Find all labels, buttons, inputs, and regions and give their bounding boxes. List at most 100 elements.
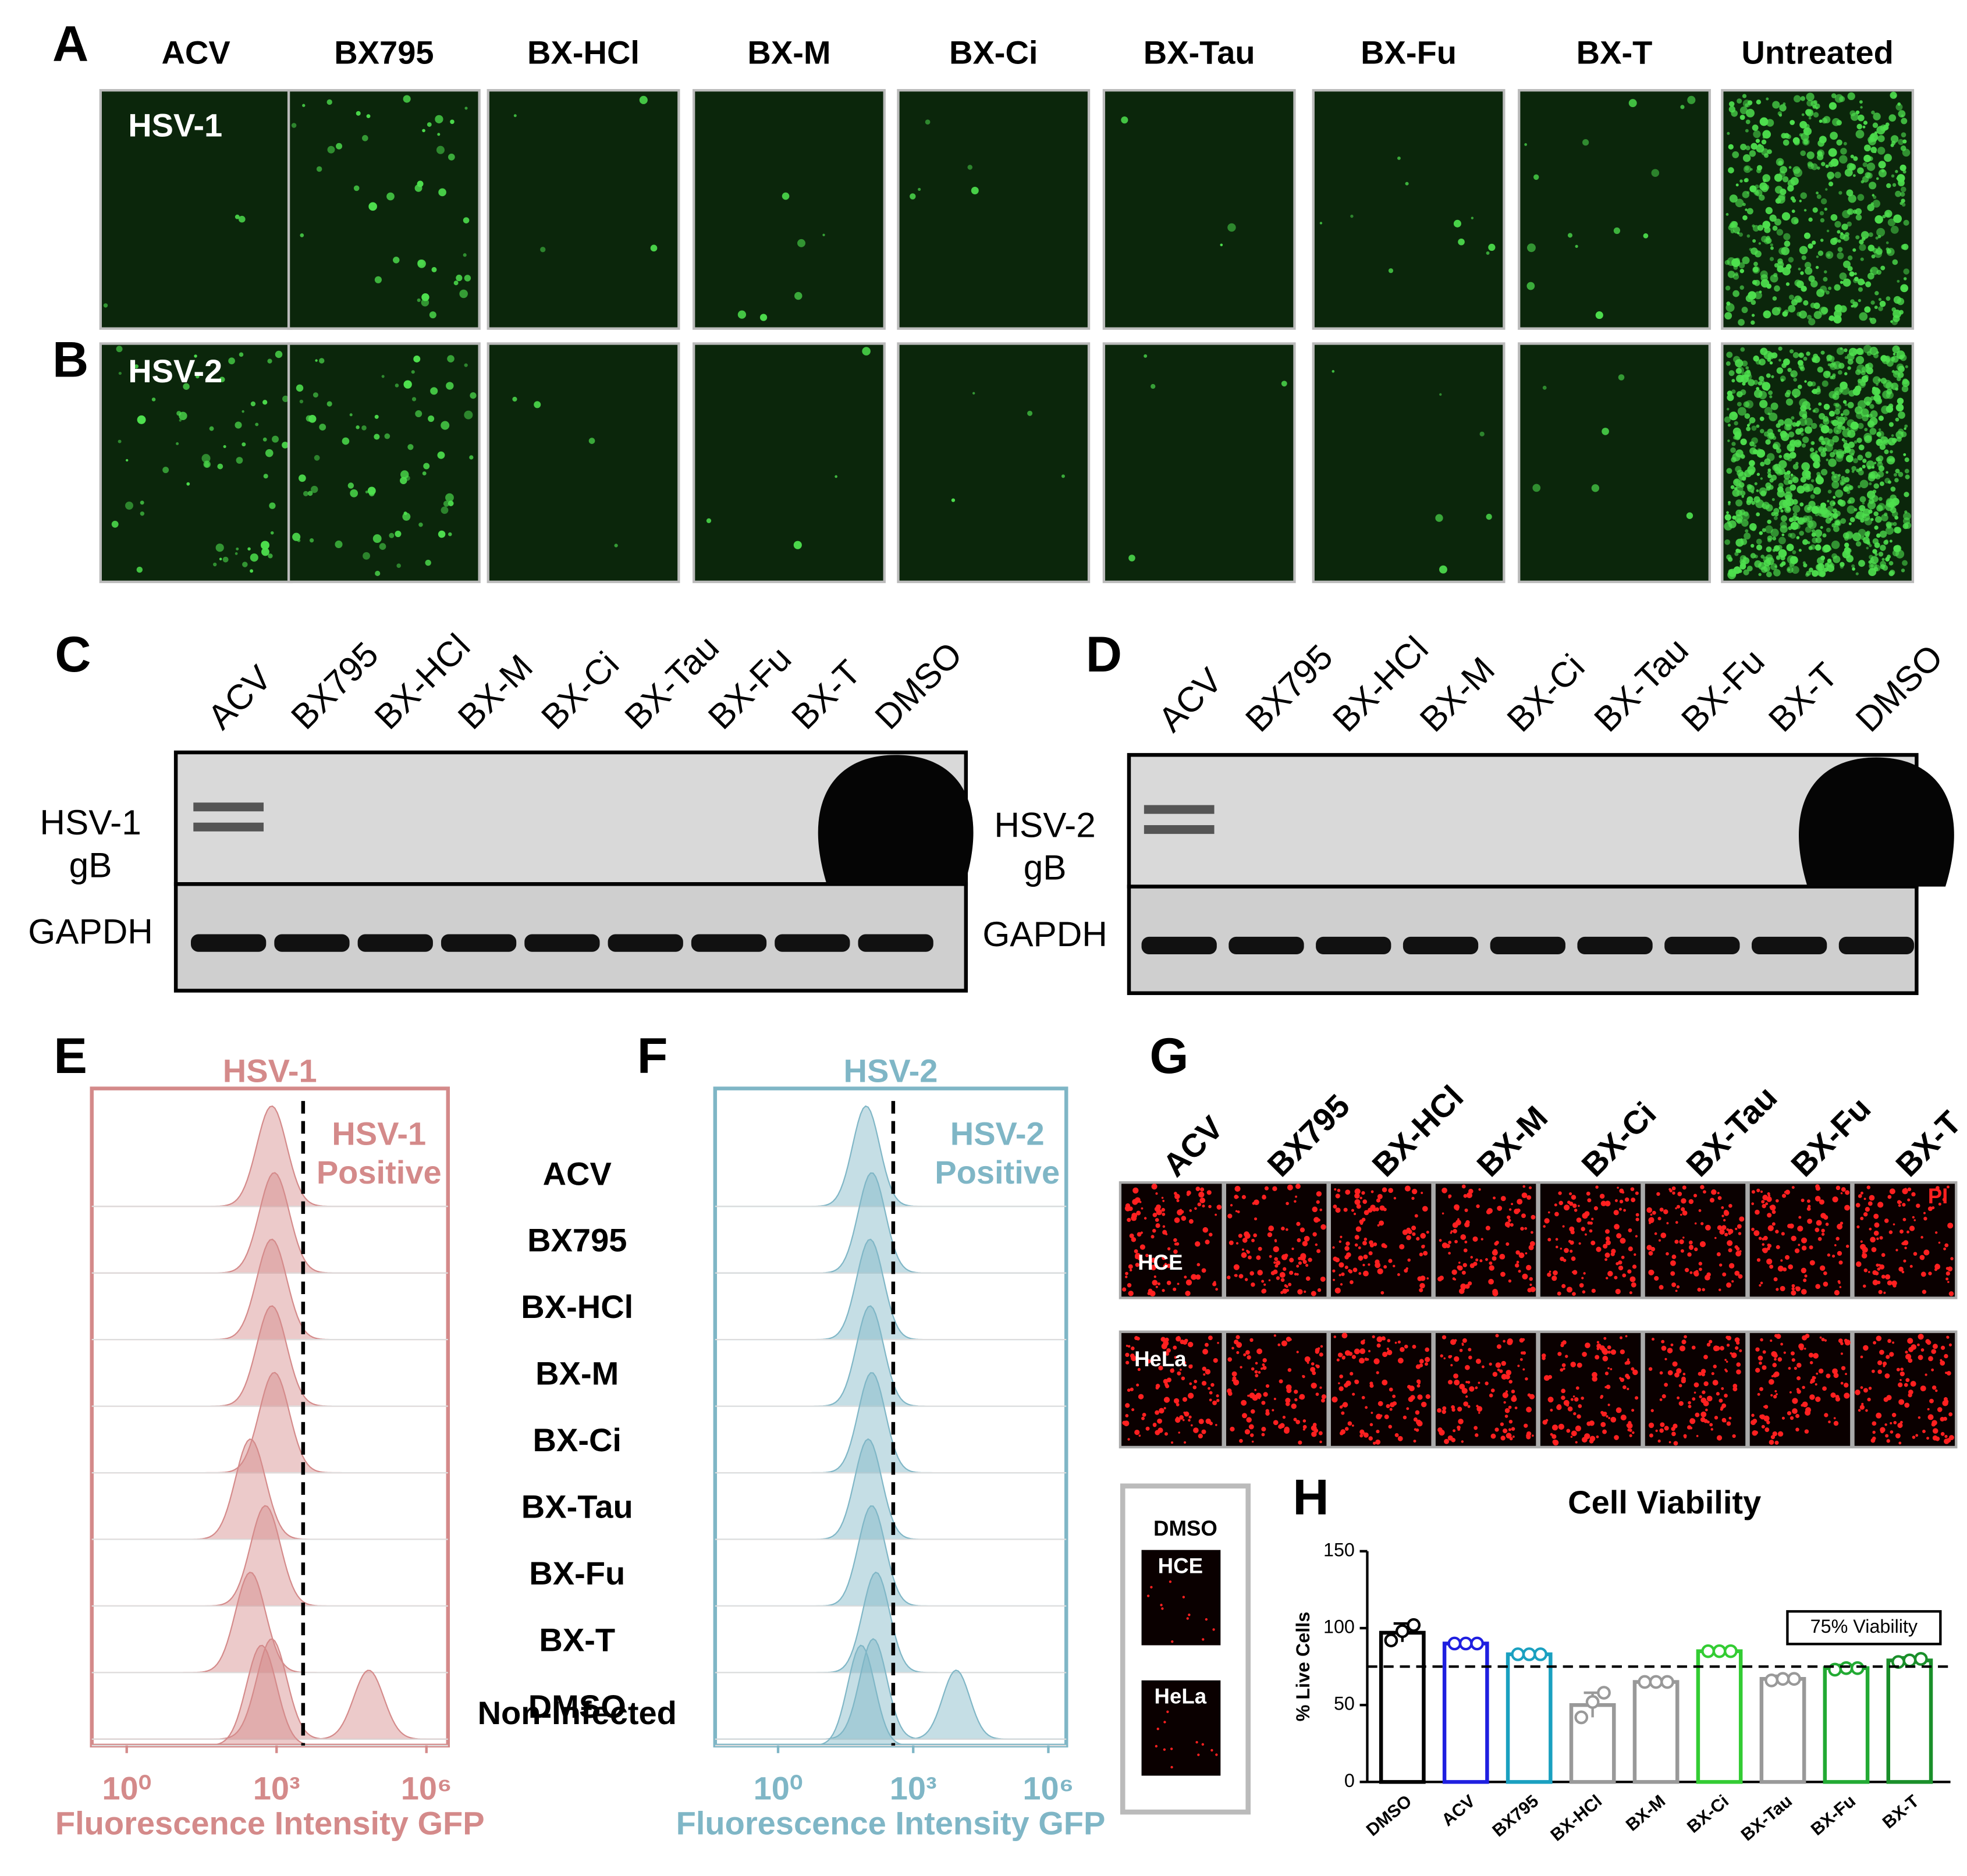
cell-signal <box>1261 1289 1266 1294</box>
cell-signal <box>1873 353 1879 358</box>
cell-signal <box>1893 1223 1895 1225</box>
cell-signal <box>1208 1387 1210 1390</box>
cell-signal <box>1780 521 1787 529</box>
cell-signal <box>1855 235 1860 240</box>
cell-signal <box>1865 1409 1868 1412</box>
blot-label: gB <box>1024 848 1067 887</box>
cell-signal <box>1862 1246 1868 1253</box>
cell-signal <box>1614 1199 1618 1202</box>
cell-signal <box>1780 515 1788 522</box>
cell-signal <box>176 411 182 416</box>
cell-signal <box>1573 1412 1577 1416</box>
cell-signal <box>1462 1263 1467 1267</box>
cell-signal <box>1783 478 1791 485</box>
cell-signal <box>1812 207 1818 213</box>
cell-signal <box>1828 161 1834 168</box>
cell-signal <box>1778 499 1788 509</box>
cell-signal <box>1342 1402 1348 1408</box>
cell-signal <box>1397 1273 1400 1276</box>
cell-signal <box>441 421 450 430</box>
x-tick-label: 10⁶ <box>1022 1770 1074 1806</box>
cell-signal <box>1766 453 1775 461</box>
cell-signal <box>1485 1225 1490 1231</box>
cell-signal <box>1698 1372 1702 1376</box>
cell-signal <box>1833 496 1836 499</box>
cell-signal <box>1405 182 1409 186</box>
cell-signal <box>1616 1233 1622 1239</box>
cell-signal <box>1756 424 1760 428</box>
cell-signal <box>1526 1195 1532 1200</box>
micrograph <box>1328 1181 1434 1299</box>
cell-signal <box>1823 403 1830 410</box>
cell-signal <box>1268 1279 1271 1281</box>
cell-signal <box>1407 1258 1411 1262</box>
column-label: BX-HCl <box>527 34 640 71</box>
cell-signal <box>1475 1433 1479 1437</box>
cell-signal <box>1755 184 1759 189</box>
cell-signal <box>1623 1209 1626 1212</box>
cell-signal <box>1714 1416 1719 1420</box>
cell-signal <box>1863 1345 1869 1351</box>
cell-signal <box>1827 500 1830 503</box>
cell-signal <box>1555 1245 1558 1249</box>
cell-signal <box>140 500 144 505</box>
cell-signal <box>1756 538 1762 545</box>
cell-signal <box>1618 1207 1622 1211</box>
cell-signal <box>1296 1273 1299 1276</box>
cell-signal <box>1237 1210 1240 1213</box>
cell-signal <box>1891 434 1894 437</box>
y-tick-label: 0 <box>1344 1770 1355 1791</box>
column-label: ACV <box>161 34 230 71</box>
cell-signal <box>1674 1372 1680 1378</box>
cell-signal <box>1904 510 1908 514</box>
cell-signal <box>1853 156 1858 161</box>
cell-signal <box>375 570 381 577</box>
cell-signal <box>1895 387 1899 391</box>
cell-signal <box>1948 1343 1952 1346</box>
cell-signal <box>1804 380 1807 383</box>
cell-signal <box>1596 1347 1600 1351</box>
cell-signal <box>1873 1213 1879 1219</box>
cell-signal <box>1419 1252 1423 1257</box>
cell-signal <box>1793 378 1797 382</box>
cell-signal <box>1759 1415 1763 1419</box>
cell-signal <box>1630 1187 1635 1191</box>
cell-signal <box>1201 1268 1206 1273</box>
cell-signal <box>1333 1335 1337 1338</box>
cell-signal <box>1878 161 1886 169</box>
cell-signal <box>1561 1388 1566 1394</box>
cell-signal <box>1890 357 1895 361</box>
cell-signal <box>417 260 424 266</box>
cell-signal <box>1184 1411 1190 1417</box>
cell-signal <box>1511 1396 1517 1402</box>
cell-signal <box>1833 1420 1839 1426</box>
cell-signal <box>1856 468 1860 472</box>
cell-signal <box>1739 179 1743 183</box>
point <box>1470 1636 1484 1651</box>
cell-signal <box>1141 1259 1144 1262</box>
cell-signal <box>1592 1372 1597 1378</box>
cell-signal <box>1392 1394 1396 1398</box>
cell-signal <box>1295 1420 1300 1424</box>
cell-signal <box>404 475 410 481</box>
cell-signal <box>319 358 325 364</box>
cell-signal <box>1931 1368 1934 1372</box>
cell-signal <box>1776 158 1784 166</box>
cell-signal <box>1333 1278 1335 1281</box>
cell-signal <box>1249 1271 1254 1276</box>
cell-signal <box>1892 345 1900 353</box>
cell-signal <box>1397 1436 1403 1441</box>
cell-signal <box>1854 272 1857 275</box>
cell-signal <box>1847 353 1855 361</box>
cell-signal <box>1845 531 1854 539</box>
cell-signal <box>1376 1371 1379 1374</box>
cell-signal <box>1743 569 1749 575</box>
cell-signal <box>1869 1227 1872 1231</box>
cell-signal <box>967 165 973 170</box>
micrograph <box>693 342 886 584</box>
cell-signal <box>1879 1349 1884 1355</box>
cell-signal <box>1760 461 1765 467</box>
cell-signal <box>1205 1239 1210 1245</box>
cell-signal <box>1771 1375 1774 1377</box>
cell-signal <box>1150 1586 1153 1589</box>
